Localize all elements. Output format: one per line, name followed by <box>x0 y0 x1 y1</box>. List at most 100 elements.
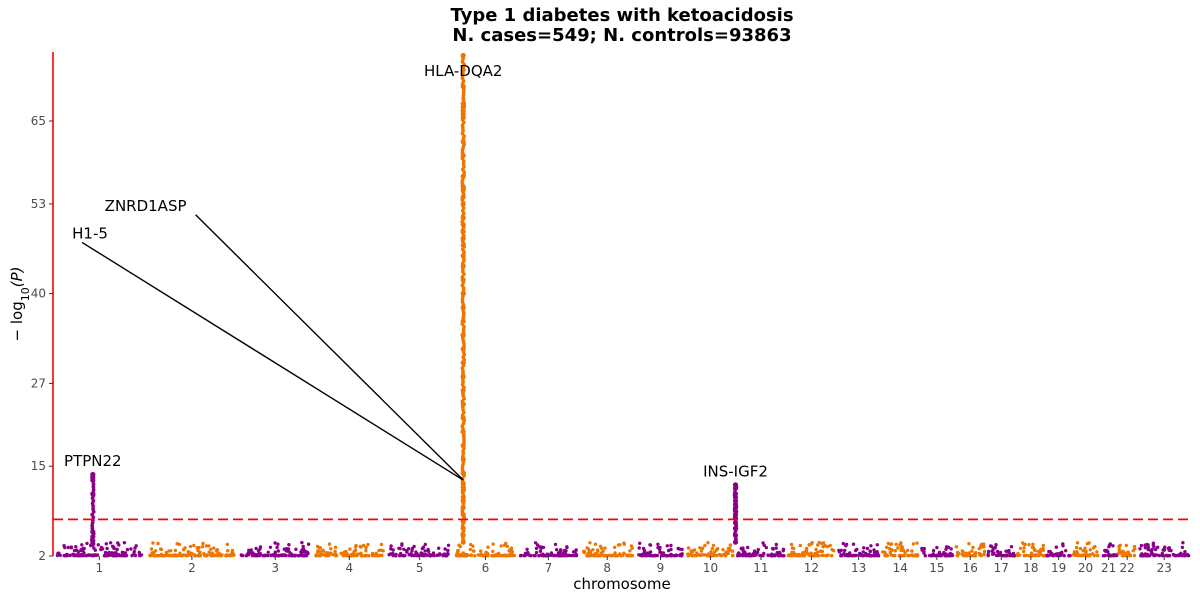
snp-point <box>974 551 978 555</box>
x-tick-label: 4 <box>346 561 354 575</box>
snp-point <box>247 553 251 557</box>
snp-point <box>421 545 426 549</box>
snp-point <box>574 548 578 552</box>
x-tick-label: 2 <box>188 561 196 575</box>
snp-point <box>1030 545 1035 549</box>
snp-point <box>593 554 597 558</box>
snp-point <box>639 553 643 557</box>
peak-point <box>461 391 465 395</box>
snp-point <box>225 553 229 558</box>
snp-point <box>151 541 155 545</box>
snp-point <box>72 554 76 558</box>
peak-point <box>461 305 466 310</box>
snp-point <box>347 553 352 558</box>
snp-point <box>423 542 427 547</box>
x-tick-label: 5 <box>416 561 424 575</box>
snp-point <box>117 543 121 547</box>
peak-point <box>461 498 466 503</box>
peak-point <box>733 501 738 506</box>
snp-point <box>650 553 654 558</box>
snp-point <box>728 543 732 547</box>
y-axis-title-suffix: (P) <box>8 267 26 288</box>
snp-point <box>747 553 751 558</box>
snp-point <box>893 553 897 558</box>
snp-point <box>175 542 179 546</box>
snp-point <box>1059 553 1063 557</box>
snp-point <box>1167 554 1172 558</box>
snp-point <box>1083 546 1087 550</box>
snp-point <box>656 542 660 546</box>
snp-point <box>841 541 845 546</box>
snp-point <box>658 545 662 550</box>
snp-point <box>988 544 993 548</box>
snp-point <box>1012 554 1016 558</box>
snp-point <box>355 552 360 556</box>
snp-point <box>967 553 971 557</box>
snp-point <box>1093 544 1097 549</box>
snp-point <box>1075 550 1079 554</box>
snp-point <box>1160 554 1165 558</box>
snp-point <box>686 553 690 557</box>
peak-point <box>461 504 465 509</box>
peak-point <box>462 258 466 263</box>
annotation-leader-lines <box>81 214 464 481</box>
snp-point <box>898 543 902 547</box>
snp-point <box>1123 551 1128 555</box>
snp-point <box>165 553 169 557</box>
peak-point <box>732 507 737 511</box>
snp-point <box>830 547 834 552</box>
peak-point <box>461 501 466 506</box>
peak-point <box>734 521 738 525</box>
snp-point <box>353 545 358 549</box>
snp-point <box>1078 546 1083 551</box>
snp-point <box>333 545 338 549</box>
snp-point <box>537 554 541 558</box>
snp-point <box>196 548 200 553</box>
x-tick-label: 9 <box>657 561 665 575</box>
snp-point <box>977 546 981 551</box>
snp-point <box>613 551 617 555</box>
snp-point <box>397 546 401 550</box>
peak-point <box>462 471 467 476</box>
snp-point <box>1108 542 1113 546</box>
snp-point <box>922 551 926 555</box>
snp-point <box>486 545 490 549</box>
snp-point <box>410 546 415 551</box>
snp-point <box>432 553 436 558</box>
snp-point <box>648 543 653 547</box>
snp-point <box>889 553 893 557</box>
snp-point <box>1004 549 1008 553</box>
snp-point <box>358 544 362 548</box>
y-tick-label: 53 <box>31 197 46 211</box>
snp-point <box>1185 552 1189 557</box>
peak-point <box>460 490 465 495</box>
snp-point <box>99 545 104 550</box>
peak-point <box>460 269 465 274</box>
snp-point <box>828 543 832 548</box>
snp-point <box>1092 553 1097 558</box>
snp-point <box>156 553 160 558</box>
snp-point <box>770 546 775 551</box>
snp-point <box>1133 547 1137 551</box>
snp-point <box>998 550 1003 555</box>
snp-point <box>125 547 130 552</box>
y-axis-title-prefix: − log <box>8 301 26 341</box>
snp-point <box>596 554 600 558</box>
snp-point <box>226 549 230 553</box>
snp-point <box>920 548 924 552</box>
peak-point <box>462 360 466 365</box>
peak-point <box>460 382 465 387</box>
snp-point <box>1087 541 1091 545</box>
snp-point <box>883 550 887 554</box>
snp-point <box>254 546 258 551</box>
snp-point <box>790 553 794 558</box>
snp-point <box>1061 544 1065 548</box>
snp-point <box>994 543 998 547</box>
snp-point <box>674 553 678 557</box>
snp-point <box>982 545 986 549</box>
snp-point <box>94 553 98 558</box>
snp-point <box>1128 553 1132 557</box>
snp-point <box>853 553 858 558</box>
snp-point <box>435 553 439 558</box>
snp-point <box>935 545 939 550</box>
